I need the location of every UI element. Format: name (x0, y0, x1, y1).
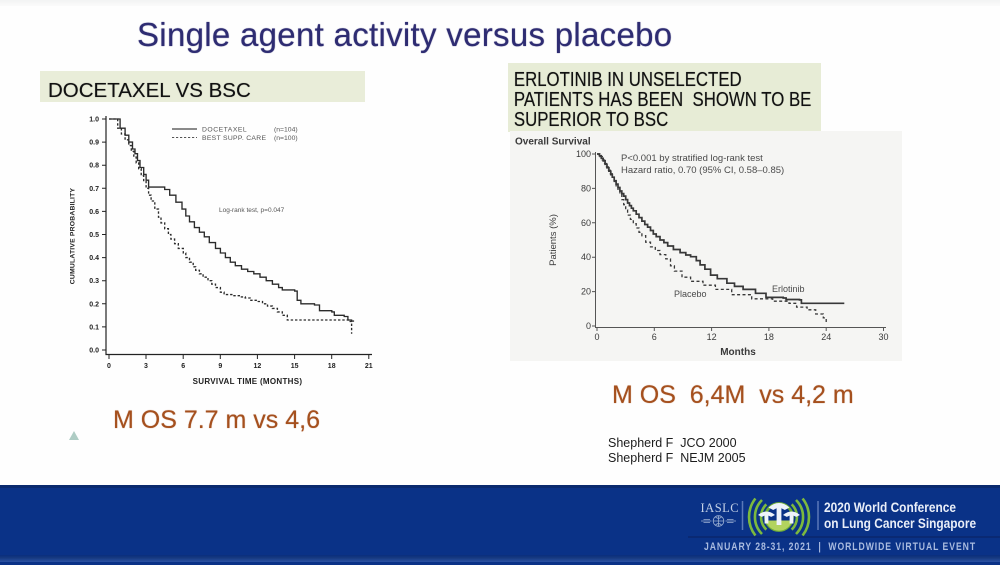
svg-text:60: 60 (581, 218, 591, 228)
svg-text:12: 12 (254, 363, 262, 370)
svg-text:0.3: 0.3 (89, 278, 99, 285)
svg-text:40: 40 (581, 252, 591, 262)
svg-text:1.0: 1.0 (89, 117, 99, 124)
svg-text:100: 100 (576, 149, 591, 159)
svg-text:P<0.001 by stratified log-rank: P<0.001 by stratified log-rank test (621, 153, 763, 164)
svg-text:18: 18 (328, 363, 336, 370)
svg-text:0.6: 0.6 (89, 209, 99, 216)
svg-text:6: 6 (181, 363, 185, 370)
svg-text:0.0: 0.0 (89, 348, 99, 355)
svg-text:9: 9 (218, 363, 222, 370)
svg-text:(n=100): (n=100) (274, 135, 298, 142)
svg-text:0.8: 0.8 (89, 163, 99, 170)
svg-text:0: 0 (107, 363, 111, 370)
svg-text:DOCETAXEL: DOCETAXEL (202, 127, 247, 134)
svg-text:Months: Months (720, 347, 756, 358)
svg-text:Erlotinib: Erlotinib (772, 284, 805, 294)
svg-text:IASLC: IASLC (701, 501, 740, 515)
svg-text:0.1: 0.1 (89, 324, 99, 331)
svg-text:0: 0 (586, 321, 591, 331)
svg-text:0.9: 0.9 (89, 140, 99, 147)
svg-text:SURVIVAL TIME (MONTHS): SURVIVAL TIME (MONTHS) (193, 377, 303, 386)
svg-text:Hazard ratio, 0.70 (95% CI, 0.: Hazard ratio, 0.70 (95% CI, 0.58–0.85) (621, 165, 784, 176)
svg-text:Patients (%): Patients (%) (548, 214, 559, 266)
svg-text:3: 3 (144, 363, 148, 370)
svg-text:Overall Survival: Overall Survival (515, 137, 591, 148)
svg-text:12: 12 (707, 332, 717, 342)
svg-text:0.5: 0.5 (89, 232, 99, 239)
svg-text:(n=104): (n=104) (274, 127, 298, 134)
svg-text:0.4: 0.4 (89, 255, 99, 262)
svg-text:0.2: 0.2 (89, 301, 99, 308)
svg-text:20: 20 (581, 287, 591, 297)
svg-text:0.7: 0.7 (89, 186, 99, 193)
svg-text:0: 0 (594, 332, 599, 342)
svg-text:Placebo: Placebo (674, 289, 707, 299)
svg-text:CUMULATIVE PROBABILITY: CUMULATIVE PROBABILITY (70, 188, 77, 285)
svg-text:80: 80 (581, 183, 591, 193)
svg-text:18: 18 (764, 332, 774, 342)
svg-text:21: 21 (365, 363, 373, 370)
svg-text:24: 24 (821, 332, 831, 342)
svg-text:15: 15 (291, 363, 299, 370)
svg-text:Log-rank test, p=0.047: Log-rank test, p=0.047 (219, 207, 285, 214)
svg-text:30: 30 (878, 332, 888, 342)
svg-text:BEST SUPP. CARE: BEST SUPP. CARE (202, 135, 266, 142)
svg-text:6: 6 (652, 332, 657, 342)
